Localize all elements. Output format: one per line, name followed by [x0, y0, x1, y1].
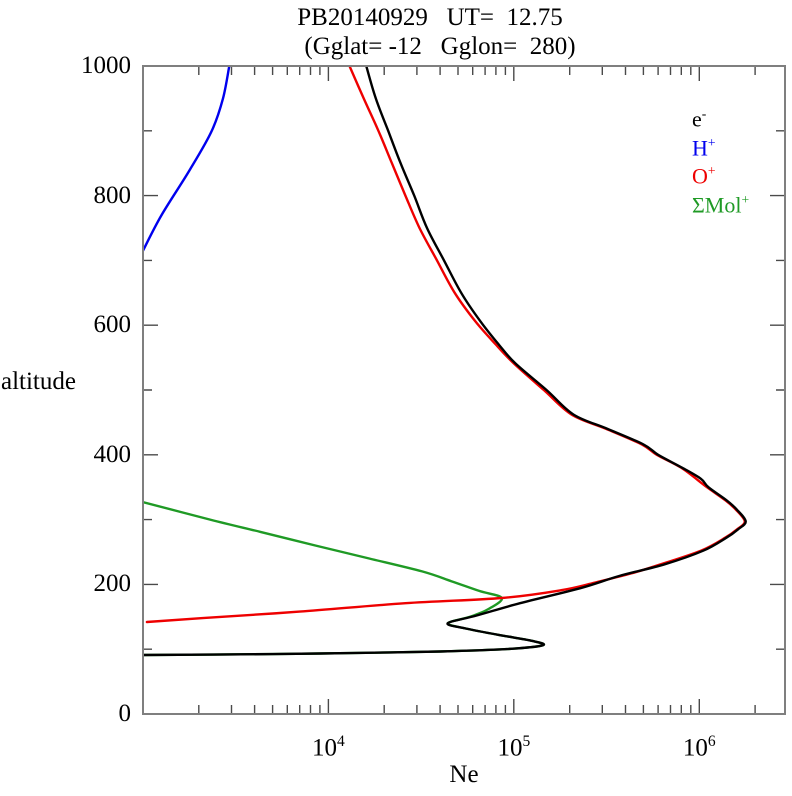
legend-item-o-plus: O+ [692, 163, 716, 189]
plot-frame [142, 65, 786, 715]
series-curves [143, 66, 747, 657]
legend-item-electron: e- [692, 106, 707, 132]
x-tick-label: 105 [497, 733, 531, 762]
y-tick-label: 1000 [81, 52, 131, 79]
y-tick-label: 0 [118, 700, 132, 727]
legend-item-mol-plus: ΣMol+ [692, 192, 750, 218]
y-tick-label: 800 [93, 181, 132, 209]
axis-ticks [143, 65, 785, 715]
chart-subtitle: (Gglat= -12 Gglon= 280) [304, 33, 576, 60]
y-axis-label: altitude [1, 368, 76, 395]
y-tick-label: 600 [93, 311, 132, 339]
x-tick-label: 106 [682, 733, 716, 762]
series-electron [143, 66, 747, 657]
legend-item-h-plus: H+ [692, 135, 716, 161]
x-axis-label: Ne [449, 761, 479, 788]
series-h-plus [143, 66, 231, 252]
y-tick-label: 400 [93, 440, 132, 468]
x-tick-label: 104 [312, 733, 345, 762]
chart-title: PB20140929 UT= 12.75 [297, 4, 563, 31]
y-tick-label: 200 [93, 570, 132, 598]
series-o-plus [145, 66, 746, 624]
